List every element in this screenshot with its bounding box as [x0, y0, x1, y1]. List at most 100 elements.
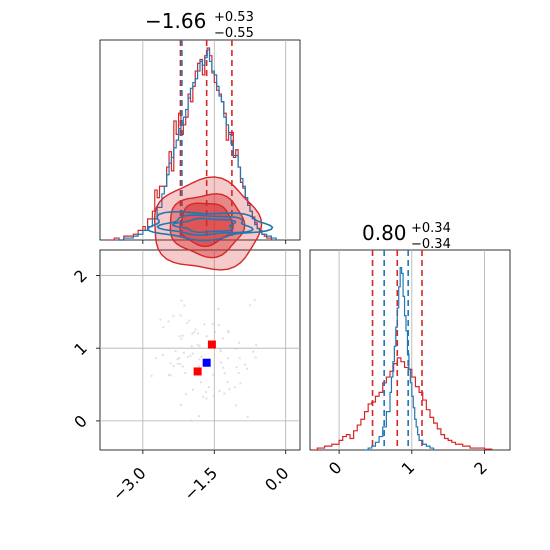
joint-scatter-point — [255, 343, 258, 347]
joint-scatter-point — [204, 390, 208, 394]
joint-scatter-point — [167, 320, 170, 323]
joint-scatter-point — [228, 388, 231, 391]
marginal-panel-param2-histograms — [313, 250, 493, 451]
joint-scatter-point — [179, 403, 182, 406]
joint-scatter-point — [191, 332, 194, 335]
joint-scatter-point — [214, 330, 217, 333]
joint-scatter-point — [181, 365, 184, 368]
joint-scatter-point — [222, 366, 225, 369]
joint-blue-contour-1 — [156, 214, 255, 236]
marginal-panel-param1-title: −1.66 +0.53 −0.55 — [145, 9, 254, 41]
joint-scatter-point — [167, 373, 170, 376]
joint-panel-grid — [100, 250, 300, 450]
joint-xtick-label-2: 0.0 — [261, 463, 292, 494]
joint-scatter-point — [172, 315, 175, 318]
joint-red-marker-0 — [207, 340, 216, 349]
joint-scatter-point — [186, 355, 189, 359]
joint-scatter-point — [201, 395, 205, 398]
joint-scatter-point — [219, 348, 222, 351]
joint-scatter-point — [190, 345, 193, 348]
joint-scatter-point — [235, 366, 238, 369]
joint-panel-yticks: 0 1 2 — [70, 266, 100, 432]
joint-scatter-point — [223, 372, 226, 375]
joint-scatter-point — [254, 356, 257, 359]
joint-ytick-label-1: 1 — [70, 339, 91, 360]
joint-scatter-point — [182, 351, 185, 354]
joint-scatter-point — [217, 324, 220, 327]
joint-scatter-point — [243, 363, 247, 366]
joint-scatter-point — [154, 357, 158, 360]
marginal-panel-param2-xticks: 0 1 2 — [325, 450, 491, 478]
joint-blue-contour-2 — [172, 217, 237, 234]
joint-blue-marker-0 — [202, 358, 211, 367]
joint-scatter-point — [179, 314, 182, 317]
joint-scatter-point — [200, 355, 203, 358]
joint-scatter-point — [196, 343, 199, 346]
m2-xtick-label-2: 2 — [470, 458, 491, 479]
joint-scatter-point — [174, 350, 177, 353]
title-lower-param1: −0.55 — [214, 26, 254, 41]
joint-scatter-point — [221, 337, 225, 340]
joint-scatter-point — [218, 389, 221, 393]
joint-scatter-point — [203, 323, 206, 326]
joint-panel-contours — [146, 176, 274, 271]
joint-scatter-point — [197, 332, 200, 335]
joint-scatter-point — [184, 393, 188, 396]
joint-scatter-point — [219, 361, 223, 364]
joint-scatter-point — [186, 321, 189, 324]
joint-scatter-point — [245, 367, 249, 370]
joint-scatter-point — [169, 362, 172, 365]
joint-panel-frame — [99, 249, 301, 451]
marginal-panel-param2-title: 0.80 +0.34 −0.34 — [362, 221, 451, 252]
joint-scatter-point — [212, 373, 215, 376]
joint-scatter-point — [180, 299, 183, 302]
joint-scatter-point — [227, 329, 230, 333]
joint-scatter-point — [183, 304, 186, 307]
joint-scatter-point — [178, 356, 181, 359]
title-median-param1: −1.66 — [145, 9, 206, 33]
joint-ytick-label-2: 2 — [70, 266, 91, 287]
joint-scatter-point — [237, 341, 241, 344]
m1-hist-series-1 — [114, 49, 277, 241]
joint-scatter-point — [237, 371, 240, 375]
joint-red-marker-1 — [193, 367, 202, 376]
joint-scatter-point — [162, 326, 165, 329]
joint-scatter-point — [223, 392, 226, 395]
joint-blue-contour-0 — [146, 210, 274, 242]
joint-scatter-point — [169, 374, 172, 377]
joint-scatter-point — [207, 386, 211, 389]
joint-scatter-point — [238, 357, 241, 360]
m2-xtick-label-0: 0 — [325, 458, 346, 479]
joint-scatter-point — [211, 323, 214, 326]
joint-scatter-point — [233, 386, 236, 389]
joint-scatter-point — [189, 419, 192, 422]
joint-panel-markers — [193, 340, 216, 376]
joint-scatter-point — [172, 364, 175, 368]
joint-scatter-point — [178, 335, 181, 338]
joint-scatter-point — [184, 371, 187, 375]
joint-scatter-point — [205, 335, 208, 338]
joint-panel: −3.0 −1.5 0.0 0 1 2 — [70, 176, 301, 504]
joint-scatter-point — [239, 382, 242, 385]
marginal-panel-param1: −1.66 +0.53 −0.55 — [99, 9, 301, 244]
title-upper-param2: +0.34 — [411, 221, 451, 236]
joint-scatter-point — [235, 404, 238, 407]
marginal-panel-param2-frame — [309, 249, 511, 451]
joint-scatter-point — [249, 304, 252, 307]
joint-scatter-point — [188, 319, 191, 322]
joint-scatter-point — [251, 350, 255, 353]
title-lower-param2: −0.34 — [411, 237, 451, 252]
joint-scatter-point — [197, 365, 200, 368]
m2-xtick-label-1: 1 — [398, 458, 419, 479]
joint-scatter-point — [198, 414, 201, 418]
joint-scatter-point — [198, 358, 201, 361]
joint-xtick-label-1: −1.5 — [180, 463, 221, 504]
joint-scatter-point — [198, 344, 201, 347]
marginal-panel-param2: 0 1 2 0.80 +0.34 −0.34 — [309, 221, 511, 478]
marginal-panel-param1-histograms — [109, 40, 277, 241]
title-median-param2: 0.80 — [362, 221, 407, 245]
joint-ytick-label-0: 0 — [70, 411, 91, 432]
marginal-panel-param2-grid — [338, 250, 485, 450]
joint-xtick-label-0: −3.0 — [109, 463, 150, 504]
